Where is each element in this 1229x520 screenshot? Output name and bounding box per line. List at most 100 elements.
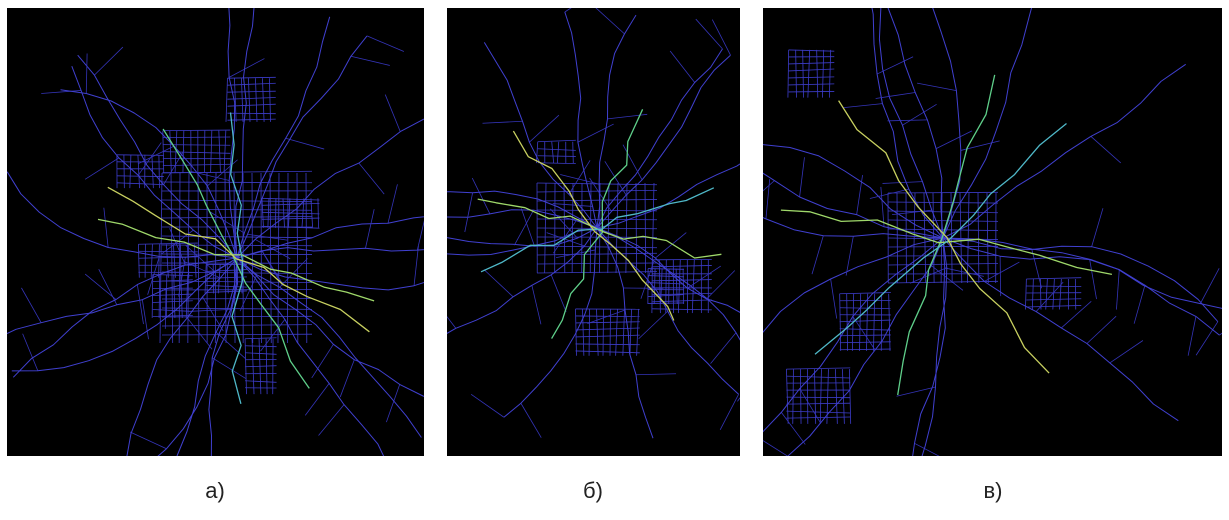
road: [521, 209, 534, 247]
road: [943, 238, 1218, 322]
road: [61, 90, 238, 258]
road: [137, 285, 143, 325]
road: [162, 325, 312, 326]
road: [786, 417, 850, 418]
road: [538, 140, 576, 141]
road: [636, 374, 676, 375]
road: [205, 264, 206, 293]
road: [781, 412, 805, 444]
road: [576, 328, 640, 330]
road: [484, 270, 513, 297]
road: [536, 142, 537, 163]
road: [943, 64, 1186, 238]
road: [605, 161, 626, 195]
road: [268, 198, 269, 228]
road: [800, 157, 805, 197]
road-map: [763, 8, 1222, 456]
road: [248, 78, 250, 122]
road: [13, 258, 237, 377]
road: [252, 173, 253, 343]
road: [711, 333, 736, 364]
road: [936, 131, 972, 149]
road: [269, 78, 270, 122]
road: [280, 259, 308, 288]
road: [538, 163, 576, 164]
road: [538, 149, 576, 151]
road: [386, 384, 399, 422]
road: [198, 173, 199, 343]
road: [763, 117, 943, 238]
road: [138, 143, 161, 176]
road: [1196, 322, 1218, 356]
road: [311, 198, 313, 228]
road: [639, 311, 668, 339]
road: [608, 183, 609, 273]
road: [226, 78, 227, 122]
road: [840, 294, 841, 351]
road: [529, 115, 559, 142]
road: [86, 53, 87, 93]
road: [447, 181, 597, 228]
road: [187, 318, 212, 349]
road: [163, 130, 230, 131]
road: [1087, 316, 1116, 343]
road: [888, 202, 998, 203]
road: [179, 173, 180, 343]
road: [447, 296, 456, 328]
road: [465, 193, 473, 232]
road: [898, 75, 995, 395]
road: [163, 137, 230, 138]
road: [388, 184, 397, 223]
road: [104, 208, 108, 248]
road: [385, 95, 400, 132]
road: [1000, 256, 1001, 296]
road: [162, 216, 312, 218]
road: [99, 269, 117, 305]
road: [630, 309, 632, 356]
road: [130, 432, 166, 449]
road: [984, 262, 1019, 281]
road: [162, 245, 312, 246]
road: [789, 84, 835, 85]
road: [595, 8, 625, 34]
road: [138, 251, 197, 252]
road: [1200, 268, 1219, 303]
road: [637, 309, 639, 356]
road: [164, 150, 184, 184]
road: [318, 198, 319, 228]
road-map: [7, 8, 424, 456]
road: [365, 209, 374, 248]
road: [351, 56, 390, 65]
road: [162, 316, 312, 317]
road: [521, 403, 541, 437]
road: [1053, 279, 1055, 310]
road: [607, 114, 647, 119]
road: [556, 250, 595, 258]
road: [1026, 286, 1081, 287]
road: [85, 158, 119, 179]
road: [888, 263, 998, 265]
road: [225, 173, 226, 343]
road: [914, 443, 949, 456]
road: [162, 182, 312, 183]
road: [840, 308, 891, 309]
road: [108, 187, 370, 331]
road: [576, 335, 640, 337]
road: [12, 258, 237, 371]
road: [786, 403, 850, 404]
road: [163, 152, 230, 154]
road: [261, 173, 262, 343]
road: [1188, 316, 1196, 355]
road: [696, 19, 723, 49]
road: [78, 55, 237, 258]
road: [447, 227, 597, 247]
road: [888, 192, 998, 193]
road: [159, 155, 160, 188]
road: [786, 411, 850, 413]
road: [573, 142, 574, 163]
road: [888, 281, 998, 283]
road: [255, 78, 257, 122]
road: [786, 376, 850, 378]
road: [340, 360, 354, 397]
road: [763, 116, 943, 238]
